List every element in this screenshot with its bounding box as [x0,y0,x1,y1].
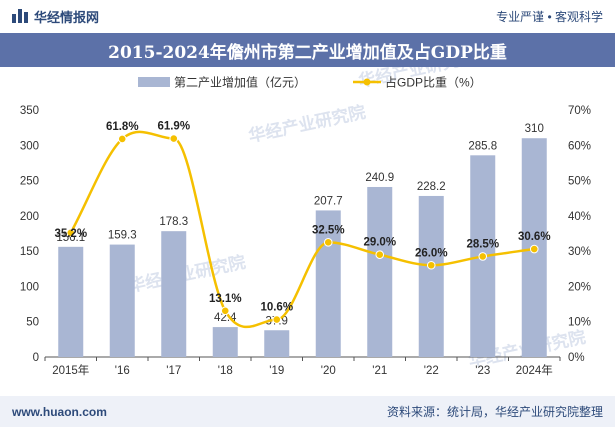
bar-value-label: 240.9 [365,172,394,184]
line-point [323,238,333,247]
y-right-tick-label: 60% [568,140,591,152]
line-point [478,252,488,261]
bar-value-label: 156.1 [56,232,85,244]
line-point [272,315,282,324]
line-value-label: 61.8% [106,121,139,133]
legend-line-label: 占GDP比重（%） [385,75,482,90]
y-right-tick-label: 50% [568,176,591,188]
line-point [529,244,539,254]
brand-name: 华经情报网 [34,9,100,25]
line-value-label: 30.6% [518,231,551,243]
watermark-1: 华经产业研究院 [127,252,248,296]
legend: 第二产业增加值（亿元） 占GDP比重（%） [138,75,482,90]
line-value-label: 61.9% [157,121,190,133]
line-point [66,228,76,238]
bar-value-label: 228.2 [417,181,446,193]
line-point [117,134,127,144]
line-value-label: 35.2% [54,228,87,240]
x-tick-label: '19 [269,365,284,377]
watermarks: 华经产业研究院华经产业研究院华经产业研究院华经产业研究院 [127,67,588,371]
y-right-tick-label: 70% [568,105,591,117]
axes: 0 50 100 150 200 250 300 350 0% 10% 20% 30% 40% 50% 60… [20,105,591,377]
y-right-tick-label: 30% [568,246,591,258]
bar-value-label: 207.7 [314,195,343,207]
watermark-0: 华经产业研究院 [247,102,368,146]
bar [58,246,84,357]
bar-value-label: 159.3 [108,230,137,242]
source-note: 资料来源：统计局，华经产业研究院整理 [386,405,603,419]
y-left-tick-label: 200 [20,211,39,223]
x-tick-label: '20 [321,365,336,377]
line-value-label: 32.5% [312,224,345,236]
title-bar: 2015-2024年儋州市第二产业增加值及占GDP比重 [0,33,615,67]
bar [109,244,135,357]
bar [418,195,444,357]
y-left-tick-label: 300 [20,140,39,152]
line-value-label: 28.5% [466,238,499,250]
x-tick-label: 2024年 [516,363,553,377]
line-value-label: 10.6% [260,302,293,314]
y-right-tick-label: 20% [568,281,591,293]
bar [212,327,238,357]
line-value-label: 29.0% [363,237,396,249]
y-left-tick-label: 250 [20,176,39,188]
y-left-tick-label: 50 [26,317,39,329]
slogan: 专业严谨 • 客观科学 [496,9,603,24]
bar-value-label: 285.8 [468,140,497,152]
website-link[interactable]: www.huaon.com [12,404,107,419]
legend-line-marker [363,78,371,86]
legend-bar-label: 第二产业增加值（亿元） [174,75,306,90]
y-left-tick-label: 100 [20,281,39,293]
chart-title: 2015-2024年儋州市第二产业增加值及占GDP比重 [108,42,507,63]
bar [315,210,341,357]
legend-bar-swatch [138,77,170,87]
share-line [69,130,535,329]
line-point [375,250,385,259]
x-tick-label: '23 [475,365,490,377]
footer: www.huaon.com 资料来源：统计局，华经产业研究院整理 [0,396,615,427]
x-tick-label: '21 [372,365,387,377]
line-point [220,306,230,316]
bar-labels: 156.1159.3178.342.437.9207.7240.9228.228… [56,123,543,327]
y-right-tick-label: 0% [568,352,585,364]
bar [367,186,393,357]
y-left-tick-label: 150 [20,246,39,258]
x-tick-label: '16 [115,365,130,377]
y-right-tick-label: 10% [568,317,591,329]
x-tick-label: '18 [218,365,233,377]
bar-chart-logo-icon [12,9,28,23]
line-labels: 35.2% 61.8% 61.9% 13.1% 10.6% 32.5% 29.0% 26.0%… [54,121,550,314]
x-tick-label: 2015年 [52,363,89,377]
y-right-tick-label: 40% [568,211,591,223]
x-tick-label: '22 [424,365,439,377]
x-tick-label: '17 [166,365,181,377]
chart: 华经产业研究院华经产业研究院华经产业研究院华经产业研究院 第二产业增加值（亿元）… [20,67,591,377]
y-left-tick-label: 0 [33,352,39,364]
line-point [426,260,436,270]
line-point [169,134,179,143]
line-value-label: 26.0% [415,247,448,259]
brand: 华经情报网 [12,7,99,26]
bar-value-label: 178.3 [159,216,188,228]
line-layer [66,130,539,329]
bars [58,138,547,357]
bar [161,231,187,357]
bar [264,330,290,357]
line-value-label: 13.1% [209,293,242,305]
bar-value-label: 310 [525,123,544,135]
top-bar: 华经情报网 专业严谨 • 客观科学 [0,0,615,32]
y-left-tick-label: 350 [20,105,39,117]
